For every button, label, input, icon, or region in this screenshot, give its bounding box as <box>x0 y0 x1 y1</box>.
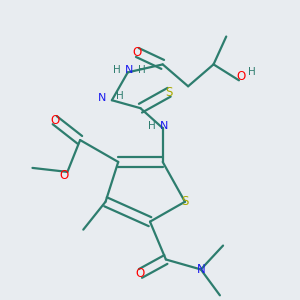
Text: O: O <box>236 70 245 83</box>
Text: H: H <box>116 91 124 101</box>
Text: H: H <box>138 65 146 75</box>
Text: H: H <box>248 68 256 77</box>
Text: O: O <box>60 169 69 182</box>
Text: N: N <box>196 263 205 276</box>
Text: O: O <box>136 267 145 280</box>
Text: N: N <box>160 121 169 131</box>
Text: H: H <box>113 65 121 75</box>
Text: S: S <box>181 195 189 208</box>
Text: H: H <box>148 121 155 131</box>
Text: O: O <box>50 114 59 127</box>
Text: N: N <box>125 65 134 75</box>
Text: N: N <box>98 93 106 103</box>
Text: S: S <box>165 86 173 99</box>
Text: O: O <box>133 46 142 59</box>
